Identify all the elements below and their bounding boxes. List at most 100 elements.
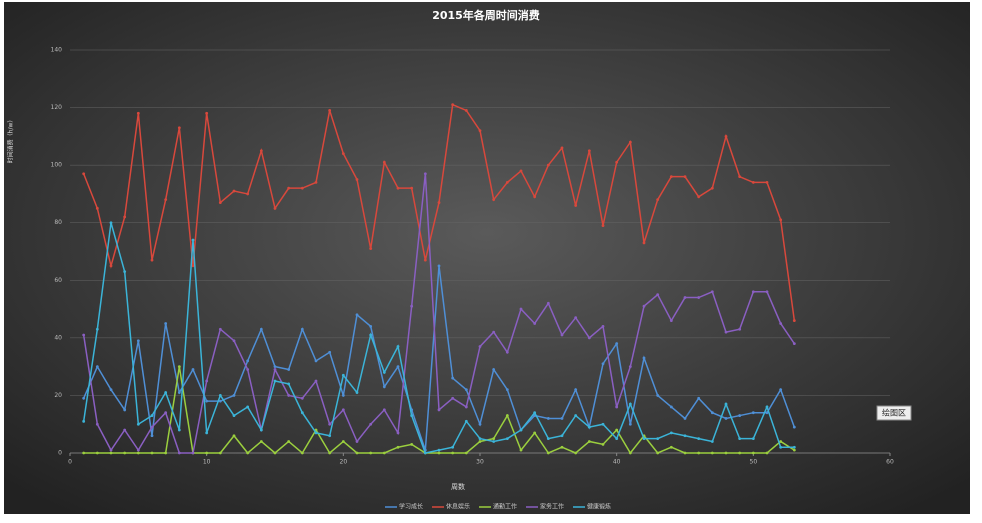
point xyxy=(464,419,468,423)
y-tick-label: 120 xyxy=(51,104,63,111)
point xyxy=(628,422,632,426)
point xyxy=(232,189,236,193)
point xyxy=(478,129,482,133)
point xyxy=(587,440,591,443)
tooltip: 绘图区 xyxy=(882,408,906,418)
point xyxy=(164,411,168,415)
legend-label: 健康锻炼 xyxy=(587,503,611,511)
point xyxy=(82,172,86,176)
point xyxy=(628,402,632,406)
point xyxy=(259,440,263,443)
point xyxy=(410,442,414,446)
point xyxy=(697,396,701,400)
point xyxy=(191,264,195,268)
point xyxy=(273,368,277,371)
point xyxy=(724,417,728,420)
point xyxy=(382,385,386,389)
point xyxy=(150,425,154,429)
point xyxy=(642,356,646,360)
point xyxy=(232,394,236,397)
point xyxy=(355,451,359,455)
point xyxy=(328,109,332,112)
point xyxy=(355,440,359,443)
point xyxy=(779,218,783,222)
point xyxy=(669,431,673,435)
point xyxy=(574,388,578,392)
point xyxy=(738,175,742,179)
point xyxy=(300,396,304,400)
point xyxy=(505,414,509,417)
point xyxy=(628,365,632,369)
point xyxy=(546,417,550,420)
point xyxy=(218,399,222,403)
point xyxy=(587,425,591,429)
point xyxy=(232,339,236,343)
point xyxy=(273,451,277,455)
point xyxy=(382,160,386,164)
point xyxy=(218,451,222,455)
point xyxy=(751,290,755,294)
y-tick-label: 60 xyxy=(54,277,62,284)
point xyxy=(123,270,127,274)
point xyxy=(205,379,209,383)
legend-label: 通勤工作 xyxy=(493,503,517,511)
point xyxy=(601,362,605,366)
point xyxy=(478,422,482,426)
point xyxy=(546,451,550,455)
point xyxy=(205,451,209,455)
point xyxy=(779,440,783,443)
point xyxy=(724,451,728,455)
point xyxy=(369,333,373,337)
point xyxy=(683,417,687,420)
point xyxy=(177,451,181,455)
point xyxy=(560,417,564,420)
point xyxy=(505,181,509,184)
point xyxy=(615,437,619,441)
point xyxy=(437,448,441,452)
point xyxy=(341,440,345,443)
point xyxy=(232,434,236,438)
point xyxy=(505,437,509,441)
point xyxy=(82,419,86,423)
point xyxy=(396,186,400,190)
point xyxy=(669,445,673,449)
point xyxy=(492,198,496,202)
point xyxy=(765,405,769,409)
y-axis-label: 时间消费（h/w） xyxy=(7,117,15,164)
x-tick-label: 30 xyxy=(476,459,484,466)
point xyxy=(410,304,414,308)
point xyxy=(300,451,304,455)
point xyxy=(779,388,783,392)
point xyxy=(656,198,660,202)
point xyxy=(136,339,140,343)
point xyxy=(423,451,427,455)
point xyxy=(656,437,660,441)
point xyxy=(451,445,455,449)
point xyxy=(697,451,701,455)
point xyxy=(218,327,222,331)
point xyxy=(136,448,140,452)
point xyxy=(451,451,455,455)
point xyxy=(136,422,140,426)
point xyxy=(410,186,414,190)
point xyxy=(341,394,345,397)
point xyxy=(314,181,318,184)
chart-background xyxy=(4,2,970,514)
point xyxy=(738,437,742,441)
point xyxy=(533,195,537,199)
point xyxy=(259,149,263,153)
point xyxy=(683,296,687,299)
point xyxy=(492,368,496,371)
point xyxy=(724,134,728,138)
point xyxy=(191,451,195,455)
point xyxy=(792,445,796,449)
point xyxy=(82,333,86,337)
point xyxy=(792,319,796,322)
point xyxy=(464,109,468,112)
point xyxy=(615,405,619,409)
point xyxy=(341,373,345,377)
point xyxy=(382,371,386,374)
point xyxy=(164,451,168,455)
point xyxy=(519,448,523,452)
point xyxy=(191,368,195,371)
